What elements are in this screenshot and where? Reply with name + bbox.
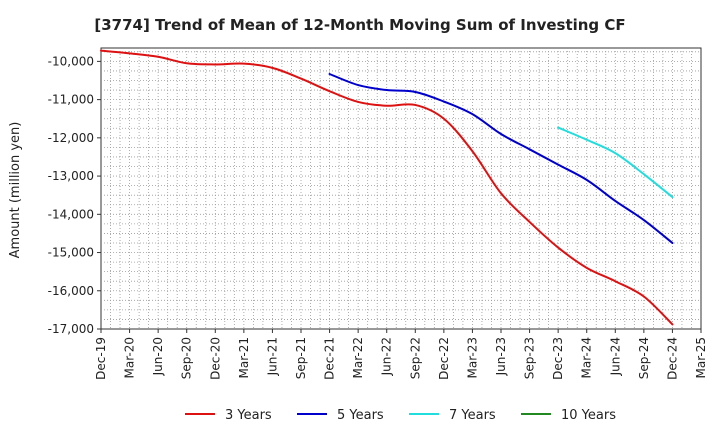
y-tick-label: -13,000	[48, 169, 94, 183]
x-axis: Dec-19 Mar-20 Jun-20 Sep-20 Dec-20 Mar-21 Jun-…	[94, 329, 708, 380]
x-tick-label: Mar-24	[580, 337, 594, 378]
y-tick-label: -11,000	[48, 93, 94, 107]
x-tick-label: Jun-23	[494, 337, 508, 376]
x-tick-label: Dec-23	[551, 337, 565, 380]
series-lines	[100, 49, 674, 326]
x-tick-label: Sep-21	[294, 337, 308, 379]
y-tick-label: -12,000	[48, 131, 94, 145]
x-tick-label: Jun-24	[608, 337, 622, 376]
y-tick-label: -14,000	[48, 207, 94, 221]
legend-label-3-years: 3 Years	[225, 408, 272, 423]
x-tick-label: Dec-21	[323, 337, 337, 380]
x-tick-label: Sep-23	[523, 337, 537, 379]
y-axis-title: Amount (million yen)	[8, 122, 23, 259]
legend-label-10-years: 10 Years	[561, 408, 616, 423]
legend-label-5-years: 5 Years	[337, 408, 384, 423]
series-line-7-years	[557, 126, 674, 199]
x-tick-label: Dec-20	[208, 337, 222, 380]
x-tick-label: Sep-20	[180, 337, 194, 379]
series-line-3-years	[100, 49, 674, 326]
y-tick-label: -15,000	[48, 246, 94, 260]
x-tick-label: Mar-23	[465, 337, 479, 378]
x-tick-label: Dec-22	[437, 337, 451, 380]
x-tick-label: Dec-24	[665, 337, 679, 380]
x-tick-label: Mar-22	[351, 337, 365, 378]
chart-title: [3774] Trend of Mean of 12-Month Moving …	[94, 16, 625, 34]
legend-label-7-years: 7 Years	[449, 408, 496, 423]
y-tick-label: -10,000	[48, 54, 94, 68]
x-tick-label: Jun-22	[380, 337, 394, 376]
x-tick-label: Sep-22	[408, 337, 422, 379]
series-line-5-years	[328, 73, 674, 244]
x-tick-label: Dec-19	[94, 337, 108, 380]
x-tick-label: Sep-24	[637, 337, 651, 379]
plot-area	[100, 47, 702, 330]
y-tick-label: -17,000	[48, 322, 94, 336]
x-tick-label: Mar-20	[123, 337, 137, 378]
legend: 3 Years 5 Years 7 Years 10 Years	[185, 408, 616, 423]
grid	[101, 48, 701, 329]
y-axis: -10,000 -11,000 -12,000 -13,000 -14,000 -15,0…	[48, 54, 101, 336]
x-tick-label: Jun-21	[265, 337, 279, 376]
y-tick-label: -16,000	[48, 284, 94, 298]
x-tick-label: Jun-20	[151, 337, 165, 376]
x-tick-label: Mar-21	[237, 337, 251, 378]
x-tick-label: Mar-25	[694, 337, 708, 378]
